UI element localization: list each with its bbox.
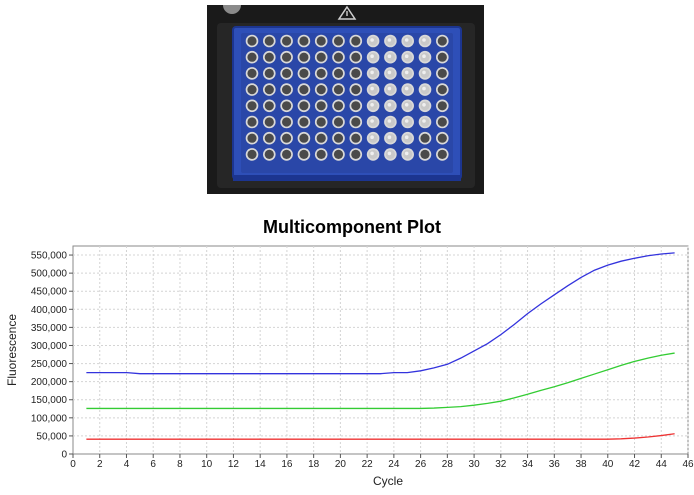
x-tick-label: 12 (228, 459, 240, 470)
x-tick-label: 18 (308, 459, 320, 470)
y-axis-label: Fluorescence (5, 314, 19, 386)
grid-lines (73, 246, 689, 454)
y-tick-label: 100,000 (31, 413, 68, 424)
caution-triangle-icon (337, 5, 357, 20)
y-tick-label: 500,000 (31, 269, 68, 280)
x-tick-label: 8 (177, 459, 183, 470)
x-tick-label: 20 (335, 459, 347, 470)
y-tick-label: 200,000 (31, 377, 68, 388)
x-tick-label: 40 (602, 459, 614, 470)
y-axis: 0 50,000 100,000 150,000 200,000 250,000 300,0… (31, 251, 73, 461)
x-tick-label: 4 (124, 459, 130, 470)
x-axis-label: Cycle (373, 474, 403, 488)
x-tick-label: 0 (70, 459, 76, 470)
x-tick-label: 14 (255, 459, 267, 470)
x-tick-label: 44 (656, 459, 668, 470)
series-lines (86, 252, 675, 440)
y-tick-label: 350,000 (31, 323, 68, 334)
plate-photo (207, 5, 484, 194)
well-grid (245, 34, 449, 161)
series-line-1 (86, 252, 675, 375)
x-tick-label: 46 (682, 459, 694, 470)
y-tick-label: 450,000 (31, 287, 68, 298)
x-tick-label: 32 (495, 459, 507, 470)
x-tick-label: 24 (388, 459, 400, 470)
x-tick-label: 34 (522, 459, 534, 470)
x-tick-label: 16 (281, 459, 293, 470)
multicomponent-plot: 0 50,000 100,000 150,000 200,000 250,000 300,0… (5, 245, 694, 488)
y-tick-label: 550,000 (31, 251, 68, 262)
y-tick-label: 300,000 (31, 341, 68, 352)
x-tick-label: 26 (415, 459, 427, 470)
y-tick-label: 50,000 (36, 431, 67, 442)
x-tick-label: 30 (469, 459, 481, 470)
x-axis: 0 2 4 6 8 10 12 14 16 18 20 22 24 26 28 30 32 34 36 38 40 42 4… (70, 454, 694, 470)
x-tick-label: 10 (201, 459, 213, 470)
screw-icon (223, 5, 241, 14)
x-tick-label: 36 (549, 459, 561, 470)
y-tick-label: 400,000 (31, 305, 68, 316)
chart-title: Multicomponent Plot (263, 217, 441, 237)
x-tick-label: 38 (575, 459, 587, 470)
series-line-2 (86, 352, 675, 410)
y-tick-label: 250,000 (31, 359, 68, 370)
y-tick-label: 150,000 (31, 395, 68, 406)
x-tick-label: 6 (150, 459, 156, 470)
x-tick-label: 42 (629, 459, 641, 470)
plot-area (72, 245, 689, 455)
series-line-3 (86, 433, 675, 440)
x-tick-label: 22 (362, 459, 374, 470)
y-tick-label: 0 (61, 450, 67, 461)
x-tick-label: 2 (97, 459, 103, 470)
x-tick-label: 28 (442, 459, 454, 470)
